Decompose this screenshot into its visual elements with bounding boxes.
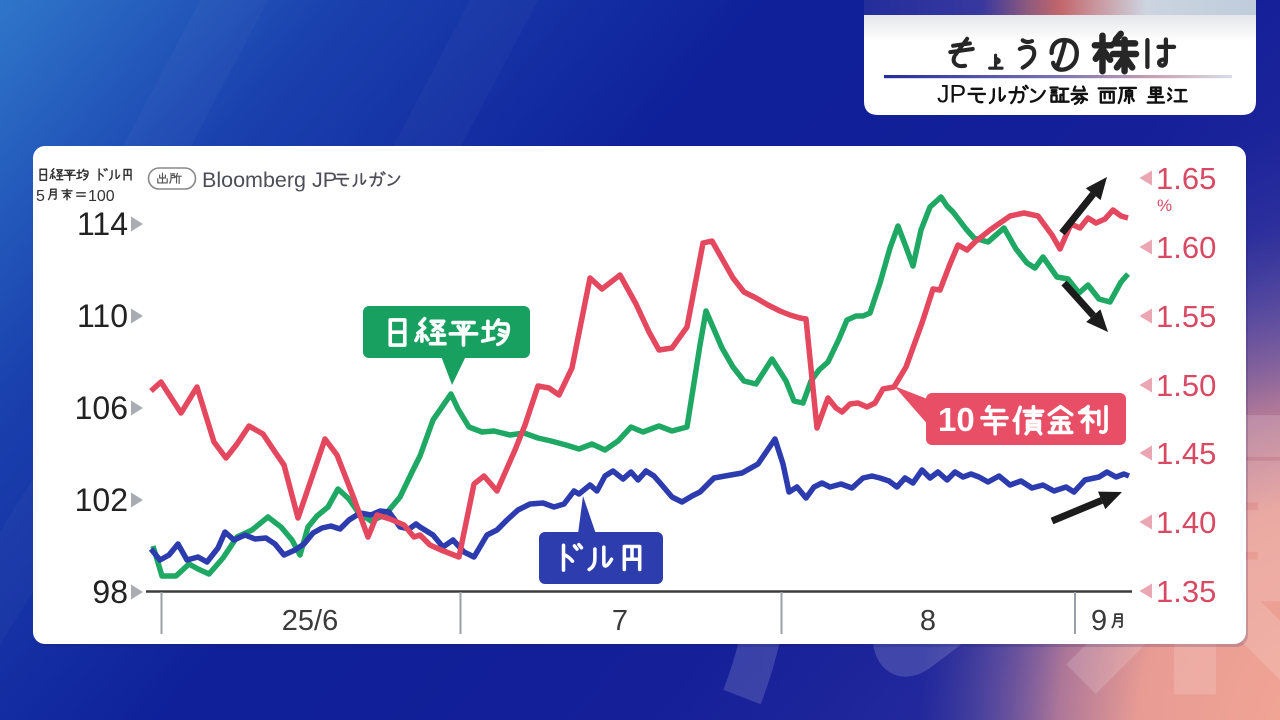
svg-text:1.55: 1.55 bbox=[1156, 299, 1216, 334]
svg-text:1.60: 1.60 bbox=[1156, 230, 1216, 265]
svg-text:7: 7 bbox=[612, 605, 628, 637]
svg-text:1.50: 1.50 bbox=[1156, 368, 1216, 403]
svg-text:1.40: 1.40 bbox=[1156, 505, 1216, 540]
svg-text:Bloomberg JP: Bloomberg JP bbox=[202, 168, 337, 192]
svg-text:100: 100 bbox=[88, 188, 115, 205]
svg-text:106: 106 bbox=[75, 390, 128, 426]
svg-text:25/6: 25/6 bbox=[282, 605, 338, 637]
svg-text:10: 10 bbox=[938, 401, 975, 438]
svg-text:1.35: 1.35 bbox=[1156, 574, 1216, 609]
svg-text:JP: JP bbox=[937, 81, 966, 109]
svg-text:114: 114 bbox=[77, 206, 128, 242]
svg-text:102: 102 bbox=[75, 482, 128, 518]
svg-text:5: 5 bbox=[36, 188, 45, 205]
svg-text:1.65: 1.65 bbox=[1156, 161, 1216, 196]
svg-text:110: 110 bbox=[77, 298, 128, 334]
svg-text:%: % bbox=[1157, 196, 1172, 215]
svg-text:1.45: 1.45 bbox=[1156, 436, 1216, 471]
svg-text:9: 9 bbox=[1091, 605, 1107, 637]
svg-text:98: 98 bbox=[92, 574, 128, 610]
svg-text:8: 8 bbox=[920, 605, 936, 637]
